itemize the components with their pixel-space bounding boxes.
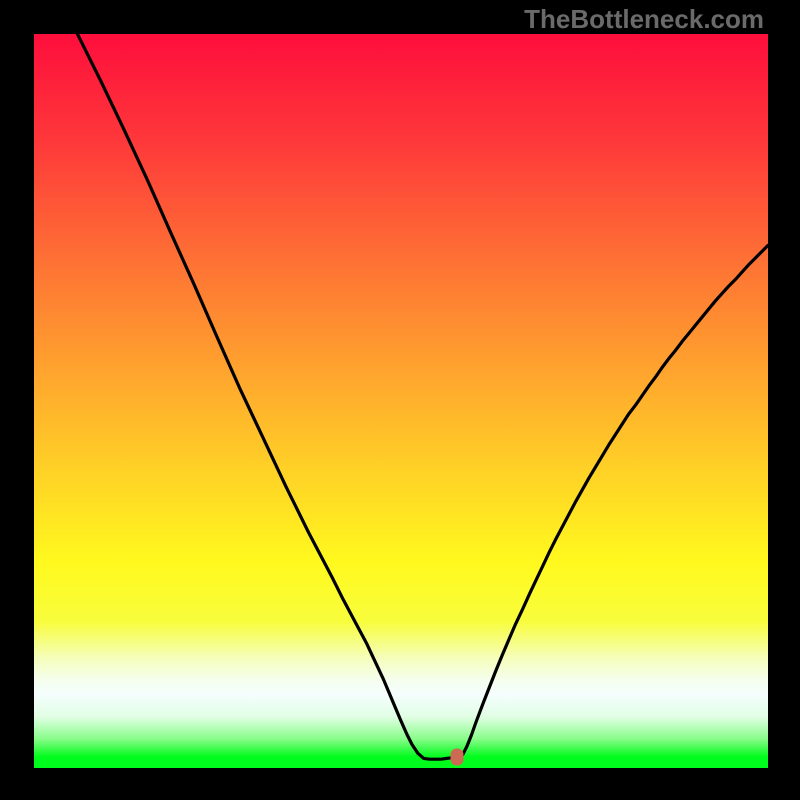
- curve-svg: [34, 34, 768, 768]
- border-right: [768, 0, 800, 800]
- border-bottom: [0, 768, 800, 800]
- watermark-text: TheBottleneck.com: [524, 4, 764, 35]
- optimum-marker: [450, 748, 463, 765]
- bottleneck-curve: [77, 34, 768, 759]
- plot-area: [34, 34, 768, 768]
- border-left: [0, 0, 34, 800]
